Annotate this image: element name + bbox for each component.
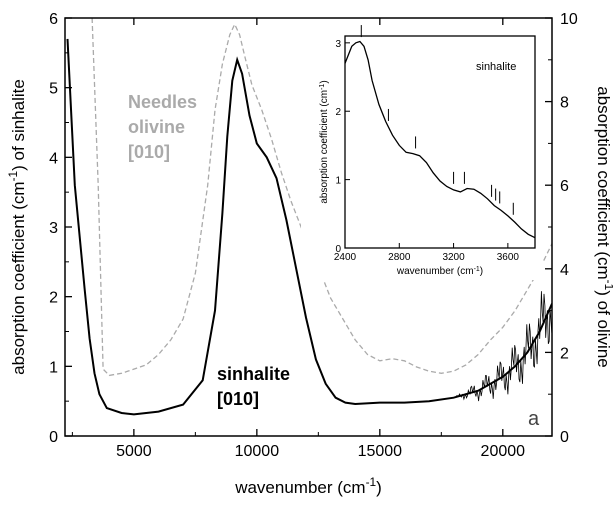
y-right-tick-label: 10 xyxy=(560,11,578,28)
y-left-tick-label: 2 xyxy=(49,290,58,307)
x-tick-label: 10000 xyxy=(235,443,280,460)
y-left-tick-label: 0 xyxy=(49,429,58,446)
inset-y-axis-label: absorption coefficient (cm-1) xyxy=(319,80,331,203)
y-left-tick-label: 5 xyxy=(49,81,58,98)
annotation-olivine-line: Needles xyxy=(128,92,197,112)
inset-x-axis-label: wavenumber (cm-1) xyxy=(396,266,483,278)
x-tick-label: 20000 xyxy=(481,443,526,460)
inset-title: sinhalite xyxy=(476,61,516,73)
y-left-tick-label: 1 xyxy=(49,359,58,376)
inset-x-tick-label: 2400 xyxy=(334,252,357,263)
y-right-axis-label: absorption coefficient (cm-1) of olivine xyxy=(594,86,613,367)
annotation-sinhalite-line: [010] xyxy=(217,389,259,409)
series-noise-sinhalite xyxy=(453,291,552,402)
series-line-olivine xyxy=(91,18,552,377)
y-right-tick-label: 2 xyxy=(560,345,569,362)
inset-x-tick-label: 3200 xyxy=(442,252,465,263)
inset-y-tick-label: 0 xyxy=(335,244,341,255)
y-right-tick-label: 4 xyxy=(560,262,569,279)
y-left-tick-label: 6 xyxy=(49,11,58,28)
y-left-axis-label: absorption coefficient (cm-1) of sinhali… xyxy=(6,79,28,375)
inset-x-tick-label: 2800 xyxy=(388,252,411,263)
main-plot-area xyxy=(66,18,552,416)
x-axis-label: wavenumber (cm-1) xyxy=(234,475,382,497)
y-left-tick-label: 3 xyxy=(49,220,58,237)
inset-x-tick-label: 3600 xyxy=(497,252,520,263)
y-right-tick-label: 8 xyxy=(560,95,569,112)
inset-series-line xyxy=(344,40,536,239)
series-line-sinhalite xyxy=(66,38,552,416)
annotation-olivine-line: [010] xyxy=(128,142,170,162)
panel-label: a xyxy=(528,408,540,430)
y-right-tick-label: 0 xyxy=(560,429,569,446)
y-right-tick-label: 6 xyxy=(560,178,569,195)
inset-y-tick-label: 3 xyxy=(335,39,341,50)
inset-y-tick-label: 2 xyxy=(335,107,341,118)
x-tick-label: 5000 xyxy=(116,443,152,460)
annotation-sinhalite-line: sinhalite xyxy=(217,364,290,384)
annotation-olivine-line: olivine xyxy=(128,117,185,137)
x-tick-label: 15000 xyxy=(358,443,403,460)
inset-frame xyxy=(344,35,536,249)
inset-y-tick-label: 1 xyxy=(335,176,341,187)
y-left-tick-label: 4 xyxy=(49,150,58,167)
inset-background xyxy=(301,30,543,280)
